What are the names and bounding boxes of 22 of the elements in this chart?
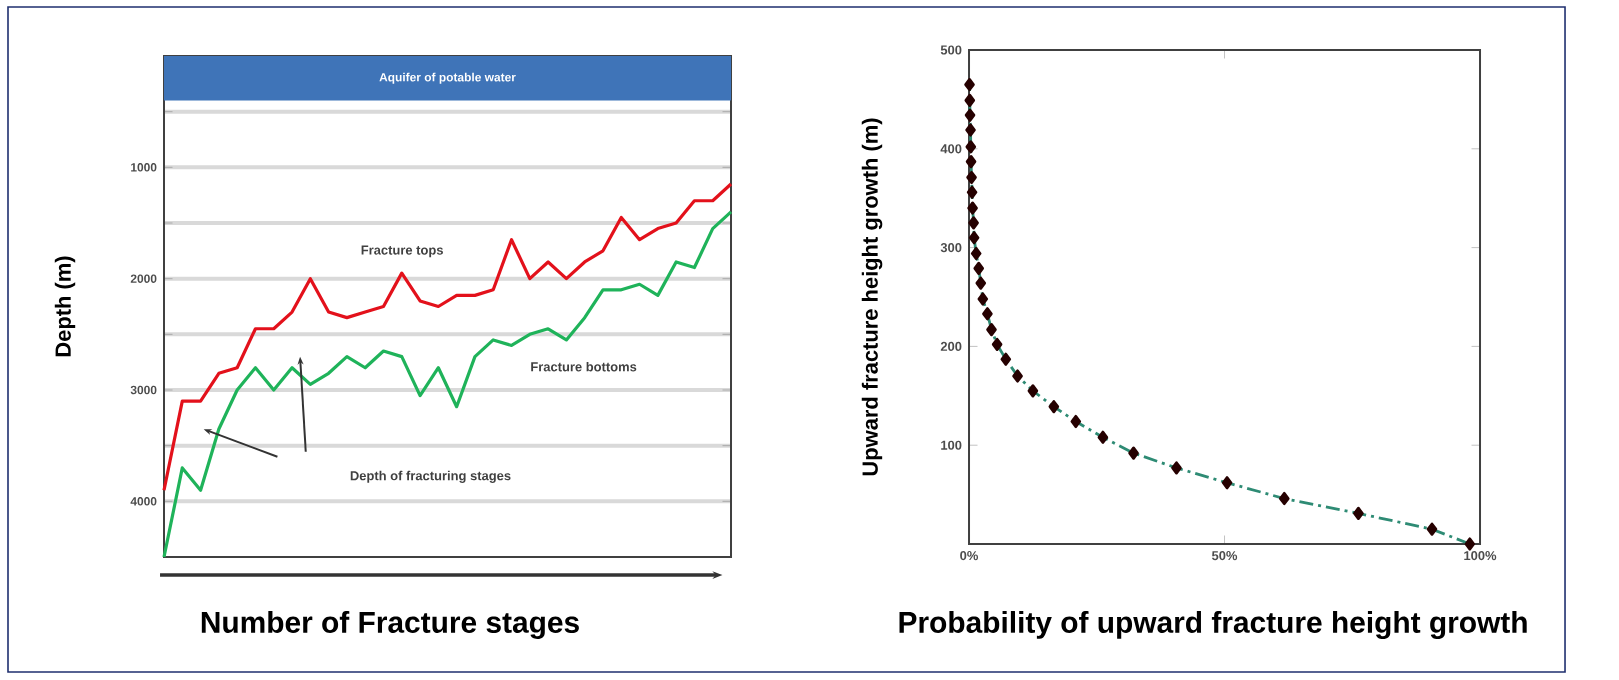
- y-tick-label: 4000: [130, 497, 157, 506]
- series-label: Fracture tops: [361, 245, 443, 258]
- y-tick-label: 3000: [130, 385, 157, 395]
- y-tick-label: 400: [940, 144, 962, 154]
- line-series: [162, 182, 733, 492]
- x-axis-title: Number of Fracture stages: [201, 611, 579, 639]
- line-series: [162, 210, 733, 559]
- band-label: Aquifer of potable water: [379, 72, 516, 84]
- y-tick-label: 200: [940, 341, 962, 351]
- y-tick-label: 100: [941, 440, 962, 450]
- x-axis-title: Probability of upward fracture height growth: [899, 611, 1527, 640]
- y-tick-label: 2000: [130, 274, 157, 283]
- series-label: Fracture bottoms: [531, 361, 637, 372]
- y-tick-label: 300: [940, 243, 962, 253]
- x-tick-label: 0%: [960, 551, 979, 561]
- y-axis-title: Depth (m): [54, 256, 76, 357]
- annotation: Depth of fracturing stages: [350, 470, 511, 483]
- y-tick-label: 500: [940, 45, 962, 55]
- y-tick-label: 1000: [131, 163, 157, 172]
- x-tick-label: 100%: [1464, 551, 1497, 561]
- x-tick-label: 50%: [1211, 551, 1238, 561]
- y-axis-title: Upward fracture height growth (m): [861, 118, 883, 476]
